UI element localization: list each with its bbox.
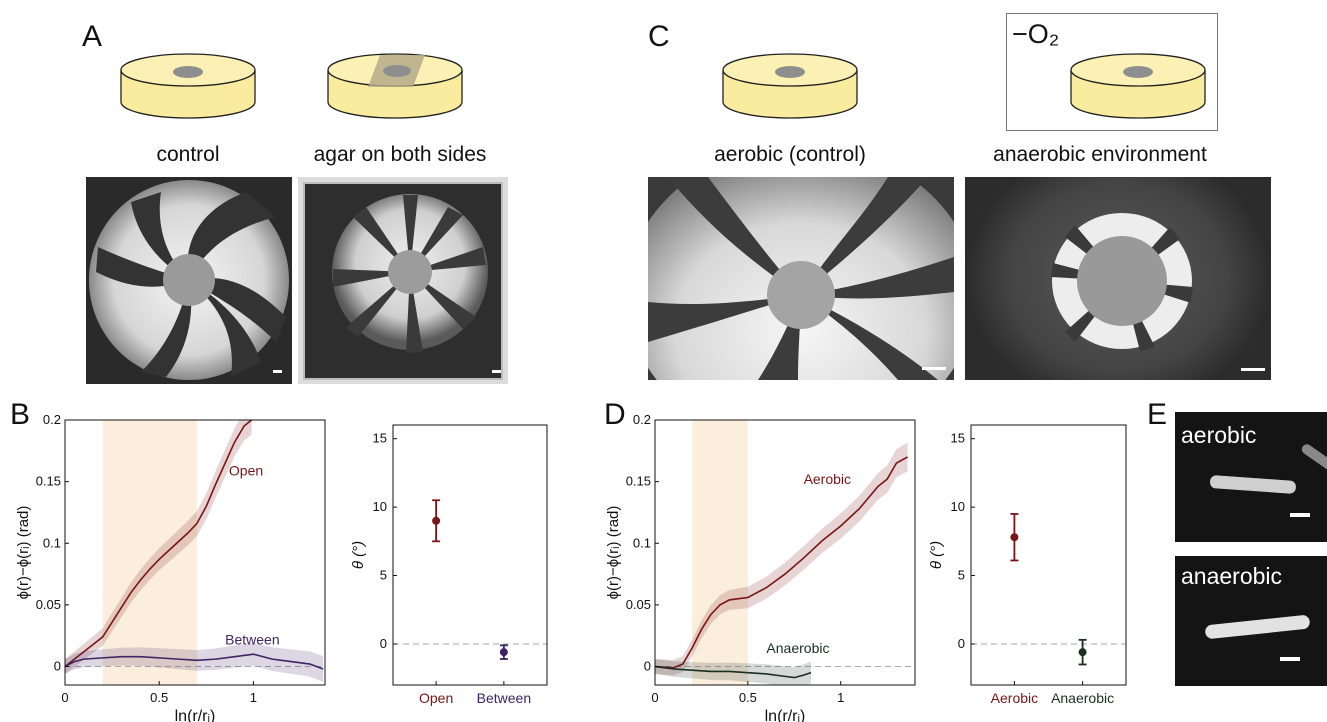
data-point-open xyxy=(432,516,441,525)
y-axis-label: θ (°) xyxy=(350,541,367,569)
y-tick-label: 15 xyxy=(373,431,387,446)
series-line-anaerobic xyxy=(655,665,812,679)
petri-dish-agar-both-sides-illustration xyxy=(327,53,463,119)
petri-dish-aerobic-illustration xyxy=(722,53,858,119)
colony-image-aerobic xyxy=(648,177,954,380)
y-tick-label: 0 xyxy=(380,636,387,651)
x-tick-label: 1 xyxy=(250,690,257,705)
caption-control: control xyxy=(156,143,220,166)
panel-label-c: C xyxy=(648,20,670,53)
category-label-anaerobic: Anaerobic xyxy=(1051,690,1114,706)
series-confidence-band-between xyxy=(65,642,324,682)
caption-aerobic-control: aerobic (control) xyxy=(714,143,866,166)
y-tick-label: 0.1 xyxy=(633,535,651,550)
series-line-open xyxy=(65,420,253,668)
plot-frame xyxy=(392,424,548,686)
series-label-aerobic: Aerobic xyxy=(804,471,851,487)
panel-label-d: D xyxy=(604,398,626,431)
y-tick-label: 10 xyxy=(373,499,387,514)
x-axis-label: ln(r/rᵢ) xyxy=(175,708,216,722)
x-tick-label: 0.5 xyxy=(150,690,168,705)
y-axis-label: ϕ(r)−ϕ(rᵢ) (rad) xyxy=(605,506,622,600)
y-tick-label: 5 xyxy=(958,568,965,583)
series-line-aerobic xyxy=(655,456,908,669)
anaerobic-chamber-box xyxy=(1006,13,1218,131)
x-tick-label: 0.5 xyxy=(739,690,757,705)
series-label-between: Between xyxy=(225,631,279,647)
x-axis-label: ln(r/rᵢ) xyxy=(765,708,806,722)
panel-label-b: B xyxy=(10,398,31,431)
series-group xyxy=(65,420,324,682)
y-axis-label: θ (°) xyxy=(928,541,945,569)
image-label-anaerobic: anaerobic xyxy=(1181,563,1282,589)
y-tick-label: 0 xyxy=(958,636,965,651)
oxygen-removed-label: −O₂ xyxy=(1012,19,1060,49)
chart-b-angle-theta: 0 5 10 15 Open Between θ (°) xyxy=(350,424,548,706)
plot-frame xyxy=(64,419,326,686)
data-point-anaerobic xyxy=(1078,648,1087,657)
y-axis-label: ϕ(r)−ϕ(rᵢ) (rad) xyxy=(15,506,32,600)
x-tick-label: 0 xyxy=(651,690,658,705)
microscopy-image-anaerobic: anaerobic xyxy=(1175,556,1327,686)
series-label-anaerobic: Anaerobic xyxy=(766,640,829,656)
y-tick-label: 0.15 xyxy=(36,474,61,489)
y-tick-label: 0 xyxy=(644,659,651,674)
y-tick-label: 0.1 xyxy=(43,535,61,550)
highlight-band xyxy=(102,420,197,685)
y-tick-label: 0.05 xyxy=(36,597,61,612)
y-tick-label: 0.15 xyxy=(626,474,651,489)
chart-b-phase-vs-radius: 0 0.5 1 0 0.05 0.1 0.15 0.2 ln(r/rᵢ) ϕ(r)−ϕ(rᵢ) (… xyxy=(15,412,326,722)
y-tick-label: 0.2 xyxy=(43,412,61,427)
panel-label-e: E xyxy=(1147,398,1168,431)
category-label-open: Open xyxy=(419,690,453,706)
category-label-between: Between xyxy=(477,690,531,706)
series-label-open: Open xyxy=(229,462,263,478)
x-tick-label: 0 xyxy=(61,690,68,705)
y-tick-label: 0 xyxy=(54,659,61,674)
series-line-between xyxy=(65,653,324,670)
microscopy-image-aerobic: aerobic xyxy=(1175,412,1327,542)
y-tick-label: 10 xyxy=(951,499,965,514)
plot-frame xyxy=(970,424,1127,686)
data-point-between xyxy=(499,648,508,657)
chart-d-angle-theta: 0 5 10 15 Aerobic Anaerobic θ (°) xyxy=(928,424,1127,706)
data-point-aerobic xyxy=(1010,533,1019,542)
y-tick-label: 15 xyxy=(951,431,965,446)
category-label-aerobic: Aerobic xyxy=(991,690,1038,706)
y-tick-label: 0.2 xyxy=(633,412,651,427)
y-tick-label: 0.05 xyxy=(626,597,651,612)
petri-dish-control-illustration xyxy=(120,53,256,119)
image-label-aerobic: aerobic xyxy=(1181,422,1256,448)
petri-dish-anaerobic-illustration xyxy=(1070,53,1206,119)
highlight-band xyxy=(692,420,748,685)
colony-image-anaerobic xyxy=(965,177,1271,380)
y-tick-label: 5 xyxy=(380,568,387,583)
colony-image-agar-both-sides xyxy=(298,177,508,384)
colony-image-control xyxy=(86,177,292,384)
chart-d-phase-vs-radius: 0 0.5 1 0 0.05 0.1 0.15 0.2 ln(r/rᵢ) ϕ(r)−ϕ(rᵢ) (… xyxy=(605,412,916,722)
series-group xyxy=(655,442,908,685)
x-tick-label: 1 xyxy=(837,690,844,705)
caption-anaerobic-environment: anaerobic environment xyxy=(993,143,1207,166)
panel-label-a: A xyxy=(82,20,103,53)
plot-frame xyxy=(654,419,916,686)
caption-agar-both-sides: agar on both sides xyxy=(313,143,487,166)
